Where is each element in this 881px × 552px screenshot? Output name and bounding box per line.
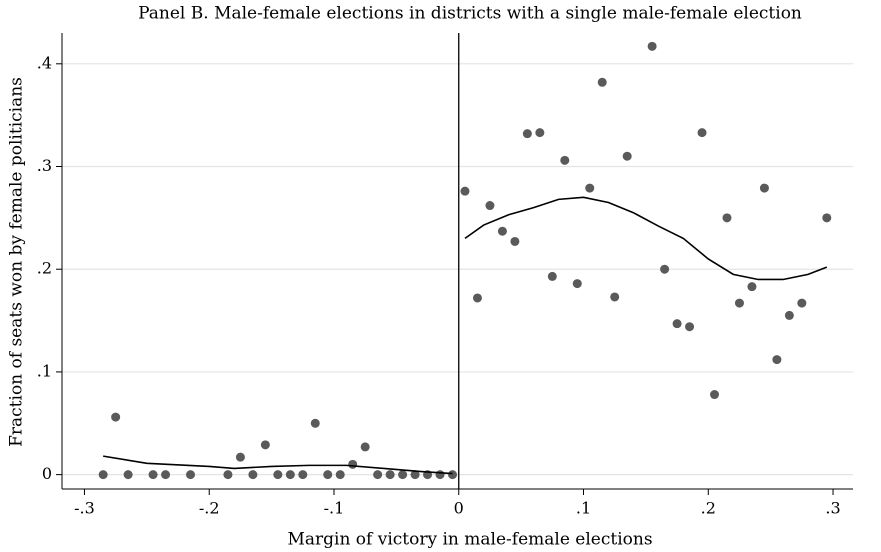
data-point (585, 183, 595, 193)
data-point (784, 310, 794, 320)
data-point (186, 470, 196, 480)
data-point (547, 271, 557, 281)
y-axis-label: Fraction of seats won by female politici… (7, 77, 27, 447)
data-point (285, 470, 295, 480)
data-point (572, 279, 582, 289)
data-point (335, 470, 345, 480)
data-point (248, 470, 258, 480)
data-point (360, 442, 370, 452)
chart-title: Panel B. Male-female elections in distri… (138, 4, 802, 24)
y-tick-label: 0 (42, 464, 52, 483)
data-point (435, 470, 445, 480)
y-tick-label: .1 (37, 361, 52, 380)
data-point (260, 440, 270, 450)
data-point (497, 226, 507, 236)
data-point (98, 470, 108, 480)
x-tick-label: -.1 (324, 499, 345, 518)
y-tick-label: .4 (37, 53, 52, 72)
data-point (373, 470, 383, 480)
data-point (273, 470, 283, 480)
x-tick-label: -.2 (199, 499, 220, 518)
data-point (734, 298, 744, 308)
data-point (697, 128, 707, 138)
x-tick-label: .2 (701, 499, 716, 518)
data-point (797, 298, 807, 308)
data-point (235, 452, 245, 462)
data-point (398, 470, 408, 480)
data-point (747, 282, 757, 292)
data-point (323, 470, 333, 480)
data-point (460, 186, 470, 196)
data-point (622, 151, 632, 161)
data-point (722, 213, 732, 223)
data-point (685, 322, 695, 332)
x-tick-label: 0 (454, 499, 464, 518)
data-point (123, 470, 133, 480)
data-point (448, 470, 458, 480)
x-axis-label: Margin of victory in male-female electio… (287, 530, 652, 550)
data-point (510, 236, 520, 246)
data-point (111, 412, 121, 422)
data-point (522, 129, 532, 139)
data-point (148, 470, 158, 480)
data-point (660, 264, 670, 274)
data-point (597, 77, 607, 87)
data-point (385, 470, 395, 480)
fit-line (464, 196, 828, 281)
x-tick-label: -.3 (74, 499, 95, 518)
y-tick-label: .3 (37, 156, 52, 175)
data-point (647, 41, 657, 51)
fit-line (103, 455, 453, 475)
data-point (223, 470, 233, 480)
data-point (772, 355, 782, 365)
data-point (348, 459, 358, 469)
data-point (298, 470, 308, 480)
data-point (610, 292, 620, 302)
data-point (822, 213, 832, 223)
data-point (472, 293, 482, 303)
data-point (410, 470, 420, 480)
data-point (710, 390, 720, 400)
data-point (535, 128, 545, 138)
data-point (560, 155, 570, 165)
y-tick-label: .2 (37, 259, 52, 278)
data-point (672, 319, 682, 329)
data-point (161, 470, 171, 480)
data-point (310, 418, 320, 428)
data-point (485, 201, 495, 211)
x-tick-label: .3 (825, 499, 840, 518)
data-point (759, 183, 769, 193)
x-tick-label: .1 (576, 499, 591, 518)
